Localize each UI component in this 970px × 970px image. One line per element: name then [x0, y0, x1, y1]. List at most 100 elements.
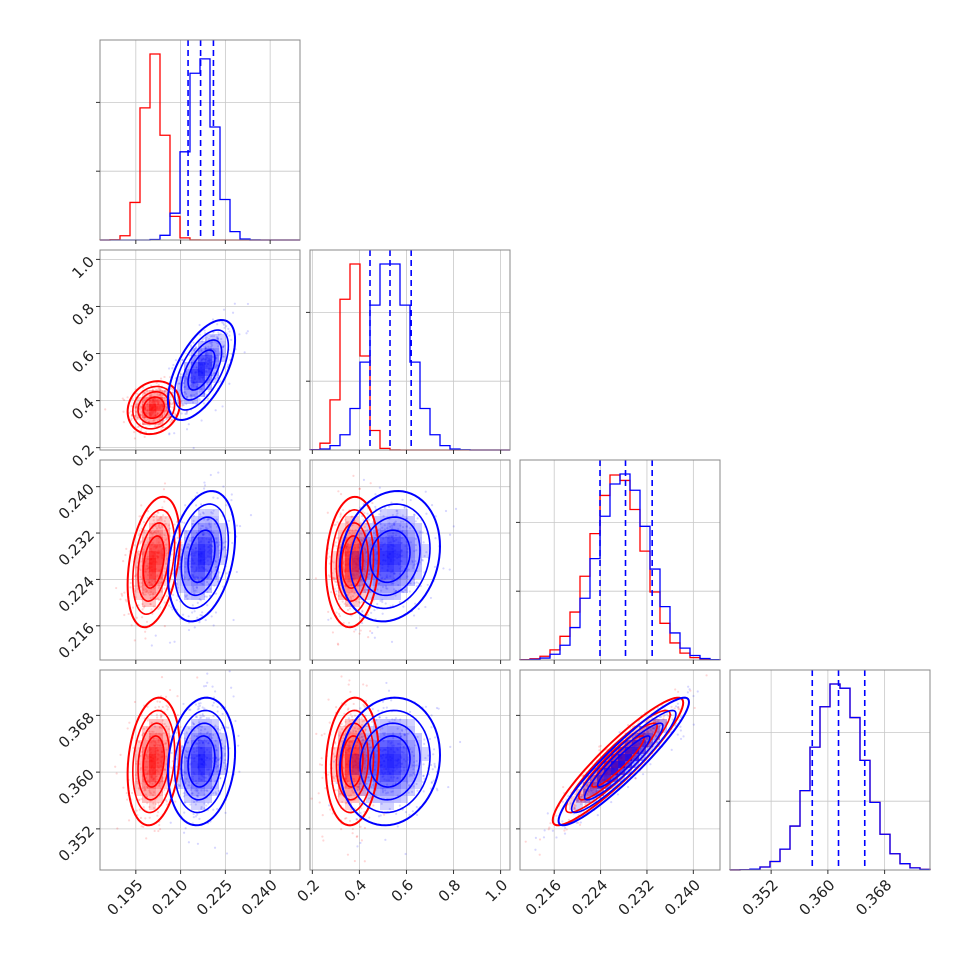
density-cell-series-1 [219, 355, 226, 362]
scatter-point-series-0 [134, 410, 137, 413]
scatter-point-series-1 [223, 754, 226, 757]
scatter-point-series-0 [156, 597, 160, 600]
scatter-point-series-1 [409, 541, 413, 544]
density-cell-series-0 [338, 537, 345, 544]
density-cell-series-1 [191, 369, 198, 376]
density-cell-series-0 [149, 411, 156, 418]
scatter-point-series-1 [421, 531, 424, 534]
scatter-point-series-1 [210, 577, 213, 581]
scatter-point-series-0 [159, 377, 163, 380]
scatter-point-series-1 [212, 757, 215, 760]
scatter-point-series-0 [148, 816, 151, 819]
scatter-point-series-0 [146, 541, 150, 544]
scatter-point-series-1 [403, 734, 407, 737]
scatter-point-series-0 [158, 422, 161, 425]
density-cell-series-0 [163, 551, 170, 558]
scatter-point-series-0 [139, 541, 142, 544]
scatter-point-series-0 [573, 807, 577, 810]
scatter-point-series-0 [146, 785, 149, 789]
density-cell-series-0 [352, 544, 359, 551]
scatter-point-series-1 [206, 580, 209, 584]
scatter-point-series-1 [423, 738, 426, 741]
scatter-point-series-0 [348, 720, 351, 723]
scatter-point-series-1 [367, 541, 370, 545]
scatter-point-series-1 [573, 808, 576, 811]
scatter-point-series-1 [195, 346, 198, 349]
scatter-point-series-1 [197, 579, 201, 582]
density-cell-series-1 [198, 579, 205, 586]
scatter-point-series-0 [155, 417, 158, 421]
scatter-point-series-0 [126, 396, 129, 399]
scatter-point-series-1 [205, 804, 208, 807]
scatter-point-series-0 [341, 600, 344, 603]
scatter-point-series-1 [189, 394, 192, 397]
scatter-point-series-0 [653, 719, 657, 722]
scatter-point-series-0 [158, 394, 161, 397]
scatter-point-series-0 [362, 703, 365, 706]
scatter-point-series-0 [360, 723, 364, 727]
scatter-point-series-0 [138, 515, 141, 518]
scatter-point-series-0 [365, 529, 368, 532]
scatter-point-series-0 [351, 715, 354, 718]
scatter-point-series-0 [164, 522, 167, 525]
scatter-point-series-0 [152, 519, 155, 522]
density-cell-series-1 [205, 509, 212, 516]
scatter-point-series-0 [122, 560, 125, 563]
scatter-point-series-0 [367, 797, 371, 800]
scatter-point-series-0 [343, 724, 346, 728]
scatter-point-series-0 [162, 419, 165, 423]
density-cell-series-1 [198, 572, 205, 579]
scatter-point-series-1 [430, 714, 433, 717]
scatter-point-series-1 [221, 405, 224, 408]
scatter-point-series-1 [656, 741, 659, 744]
scatter-point-series-0 [149, 603, 152, 606]
scatter-point-series-1 [214, 745, 217, 748]
scatter-point-series-0 [156, 393, 159, 396]
scatter-point-series-0 [153, 531, 156, 534]
density-cell-series-0 [142, 537, 149, 544]
scatter-point-series-0 [335, 581, 338, 584]
scatter-point-series-0 [115, 586, 118, 590]
scatter-point-series-1 [197, 792, 200, 795]
density-cell-series-1 [191, 544, 198, 551]
scatter-point-series-1 [219, 776, 222, 780]
scatter-point-series-0 [139, 414, 143, 417]
scatter-point-series-1 [665, 713, 669, 716]
scatter-point-series-0 [138, 788, 141, 791]
scatter-point-series-0 [149, 596, 152, 600]
scatter-point-series-0 [164, 768, 167, 771]
density-cell-series-1 [408, 537, 415, 544]
scatter-point-series-0 [662, 715, 665, 718]
scatter-point-series-1 [415, 782, 418, 786]
scatter-point-series-1 [416, 517, 419, 520]
density-cell-series-1 [198, 509, 205, 516]
scatter-point-series-1 [390, 699, 393, 702]
scatter-point-series-0 [538, 853, 541, 856]
scatter-point-series-1 [216, 807, 219, 811]
scatter-point-series-0 [158, 700, 162, 703]
scatter-point-series-0 [333, 755, 337, 758]
scatter-point-series-0 [159, 421, 162, 424]
scatter-point-series-1 [184, 749, 188, 752]
scatter-point-series-1 [178, 565, 182, 569]
scatter-point-series-0 [351, 789, 354, 792]
density-cell-series-1 [177, 579, 184, 586]
scatter-point-series-1 [377, 815, 381, 818]
scatter-point-series-1 [184, 565, 187, 568]
scatter-point-series-1 [221, 355, 225, 358]
scatter-point-series-0 [363, 525, 366, 528]
scatter-point-series-0 [170, 553, 173, 556]
scatter-point-series-1 [188, 562, 191, 566]
scatter-point-series-1 [414, 537, 417, 540]
scatter-point-series-1 [237, 734, 240, 737]
scatter-point-series-1 [228, 382, 231, 385]
scatter-point-series-0 [320, 763, 324, 767]
scatter-point-series-1 [214, 350, 217, 353]
scatter-point-series-0 [580, 795, 583, 798]
density-cell-series-1 [359, 530, 366, 537]
scatter-point-series-1 [202, 345, 206, 348]
scatter-point-series-1 [192, 723, 195, 726]
scatter-point-series-1 [182, 792, 185, 795]
scatter-point-series-0 [379, 728, 382, 731]
density-cell-series-1 [401, 551, 408, 558]
